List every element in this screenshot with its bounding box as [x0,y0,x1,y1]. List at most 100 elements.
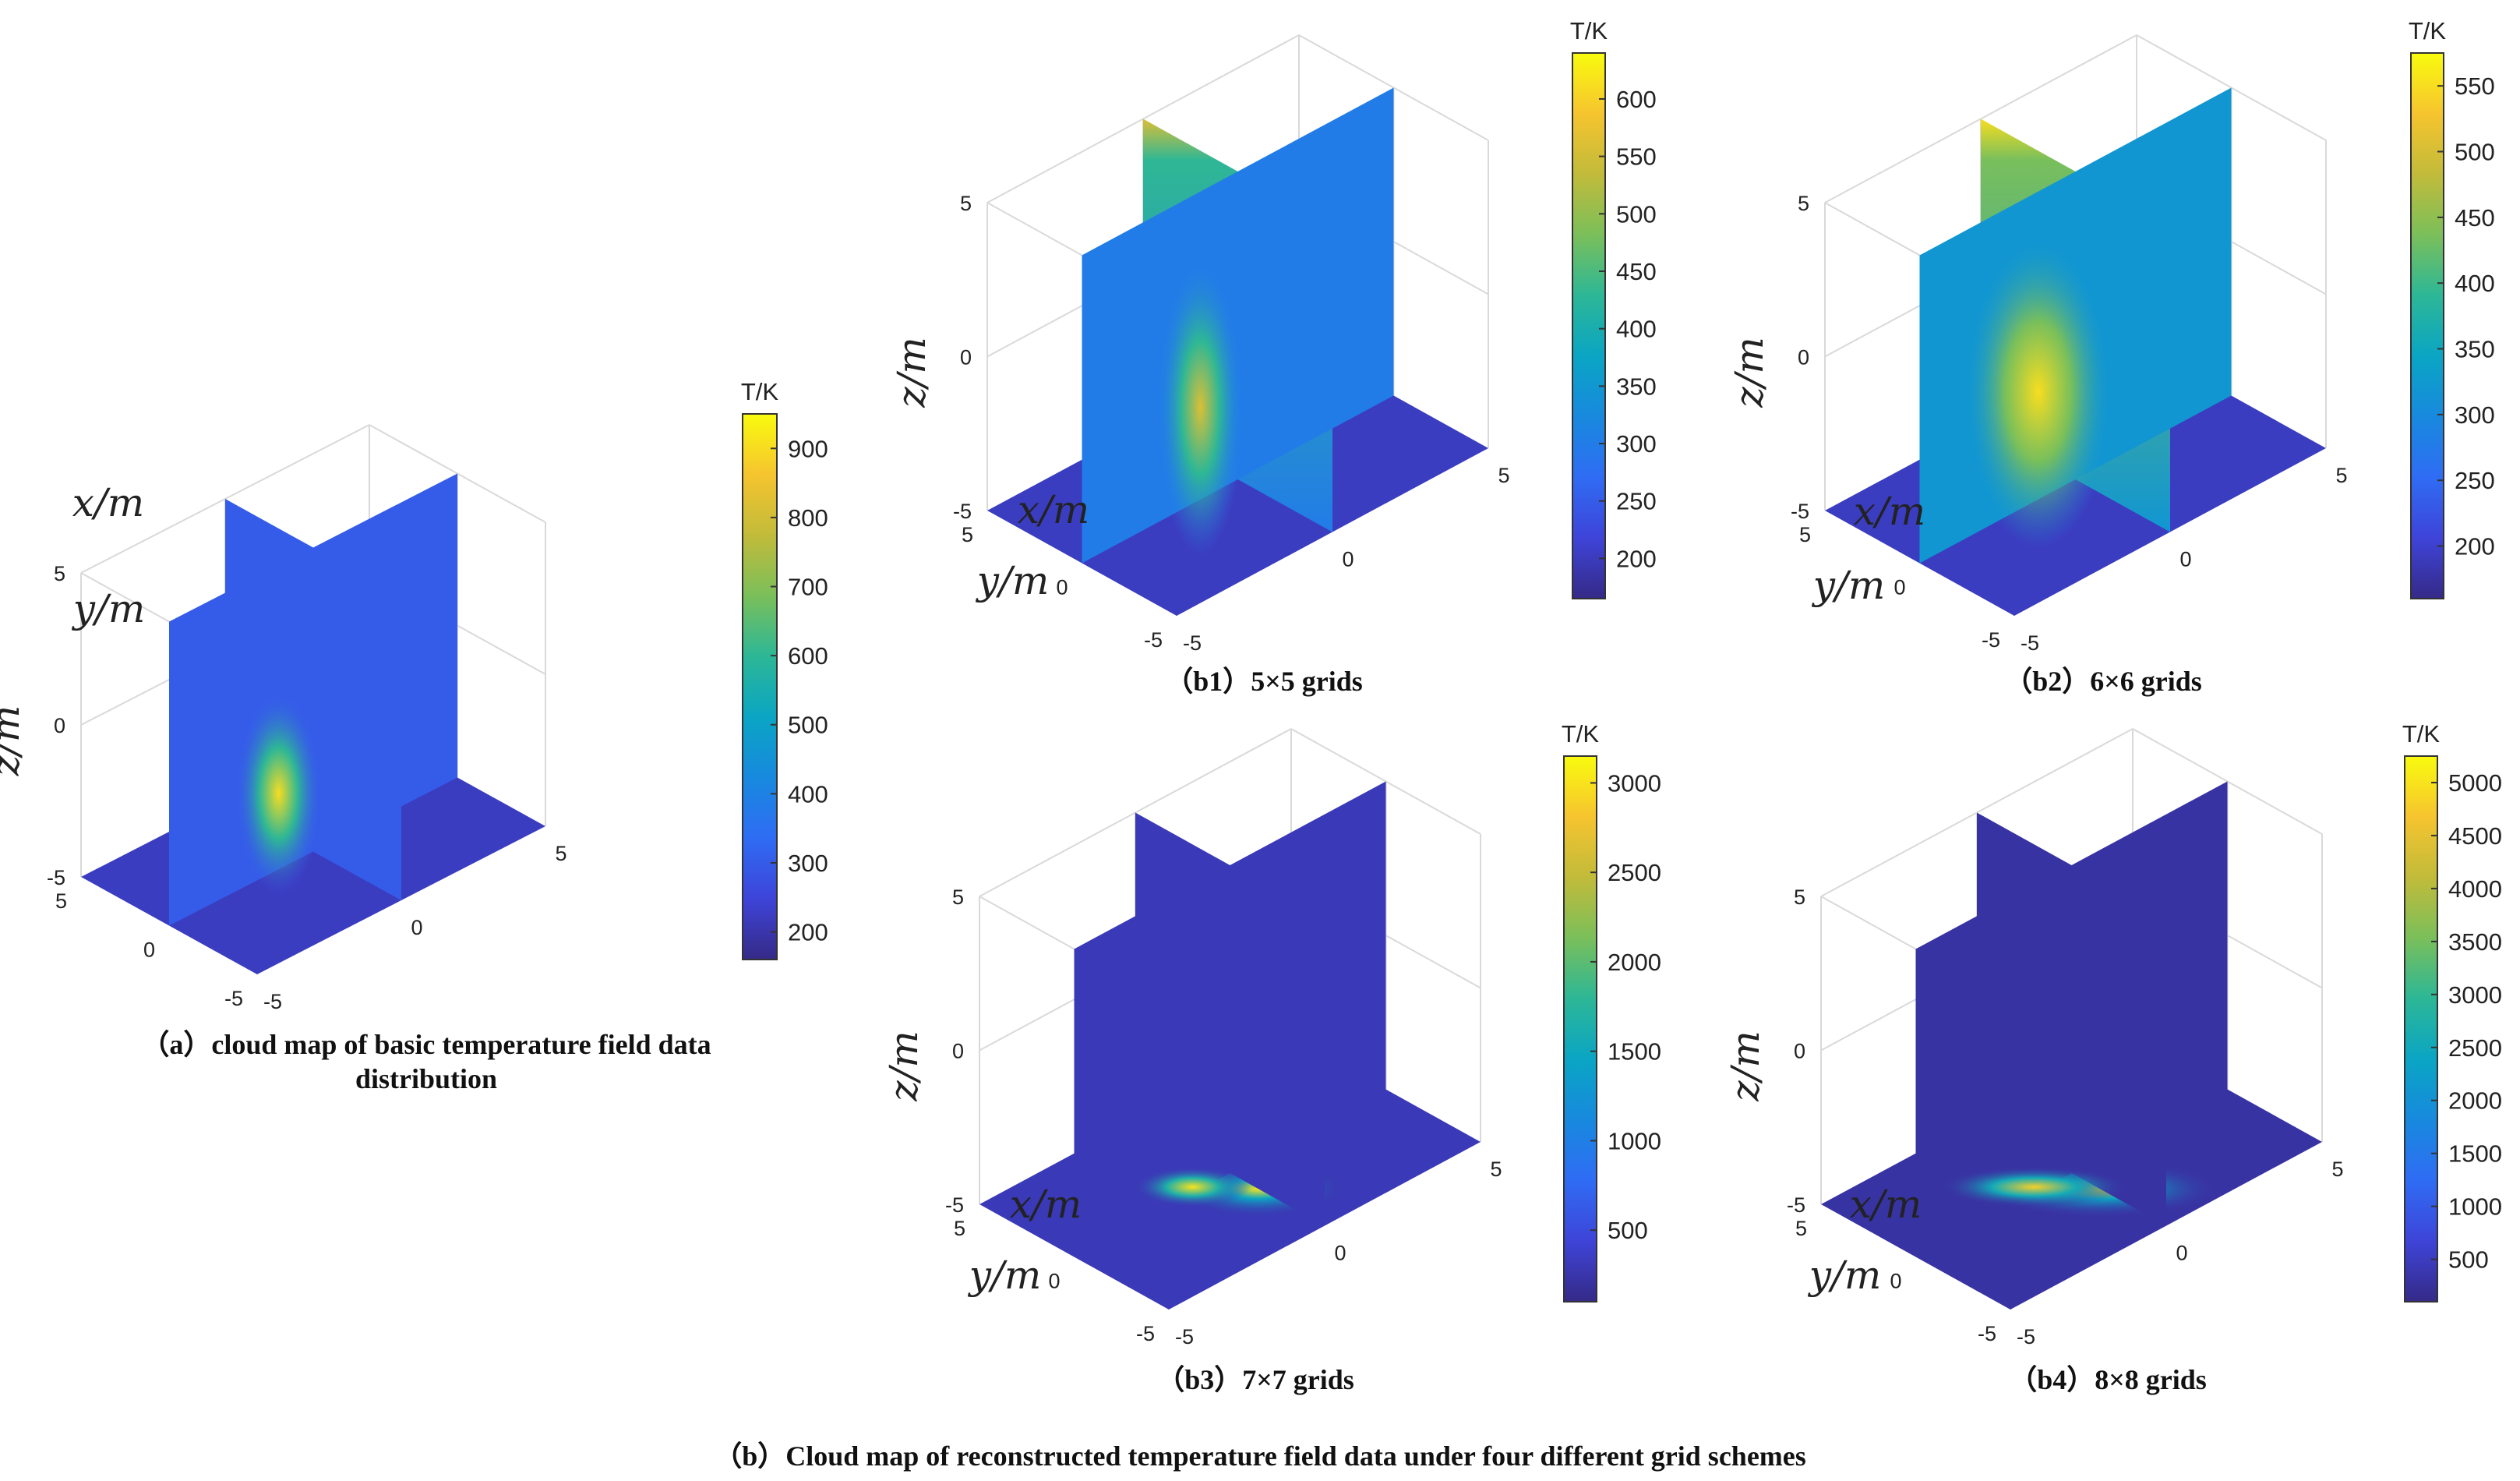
z-axis-label: z/m [1727,337,1772,408]
x-axis-label: x/m [72,480,144,525]
y-tick-label: -5 [1982,628,2000,652]
x-tick-label: 5 [1498,464,1509,487]
plume-b2 [1964,235,2112,548]
colorbar-unit-label: T/K [2409,17,2447,44]
y-tick-label: 5 [1795,1217,1807,1240]
y-axis-label: y/m [1812,563,1886,608]
colorbar-tick-label: 3500 [2448,928,2502,956]
x-tick-label: -5 [2021,631,2039,655]
y-tick-label: -5 [1136,1322,1155,1345]
z-tick-label: 5 [960,192,972,215]
x-tick-label: 5 [2335,464,2347,487]
colorbar-tick-label: 1000 [2448,1193,2502,1221]
colorbar-tick-label: 600 [788,642,828,670]
x-tick-label: -5 [1183,631,1202,655]
colorbar-unit-label: T/K [741,378,779,405]
colorbar-tick-label: 2000 [1608,949,1661,976]
y-tick-label: 0 [1894,576,1905,599]
colorbar-tick-label: 400 [1616,316,1657,343]
y-tick-label: 0 [1048,1270,1060,1293]
panel-caption-a: distribution [355,1063,497,1094]
plume-b1 [1157,259,1244,556]
x-tick-label: -5 [1175,1325,1194,1348]
y-tick-label: -5 [1978,1322,1996,1345]
colorbar-tick-label: 400 [788,780,828,808]
x-axis-label: x/m [1010,1182,1082,1227]
colorbar-tick-label: 200 [788,919,828,946]
colorbar-tick-label: 300 [788,850,828,877]
x-tick-label: 5 [1490,1158,1502,1181]
colorbar-tick-label: 800 [788,504,828,532]
colorbar-tick-label: 4000 [2448,875,2502,903]
z-tick-label: 0 [1798,346,1809,369]
colorbar-tick-label: 1500 [1608,1038,1661,1066]
colorbar-unit-label: T/K [2402,720,2441,748]
z-tick-label: 5 [1794,885,1805,909]
colorbar-tick-label: 700 [788,574,828,601]
plume-a [235,691,322,895]
x-tick-label: 0 [1334,1242,1346,1265]
panel-caption-a: （a）cloud map of basic temperature field … [141,1029,711,1060]
y-tick-label: -5 [1144,628,1163,652]
y-tick-label: 0 [1890,1270,1901,1293]
colorbar-tick-label: 1500 [2448,1140,2502,1168]
colorbar-tick-label: 250 [1616,488,1657,515]
colorbar-tick-label: 200 [2455,533,2495,560]
y-tick-label: -5 [224,987,243,1010]
colorbar-tick-label: 500 [2448,1246,2489,1274]
colorbar-tick-label: 2500 [1608,859,1661,886]
colorbar-tick-label: 500 [1616,200,1657,228]
colorbar-tick-label: 550 [2455,72,2495,100]
x-tick-label: 0 [2176,1242,2187,1265]
x-tick-label: -5 [2017,1325,2035,1348]
colorbar-tick-label: 400 [2455,270,2495,297]
colorbar-tick-label: 450 [1616,258,1657,285]
x-tick-label: 0 [411,916,422,939]
colorbar-tick-label: 500 [788,712,828,739]
y-axis-label: y/m [976,558,1050,603]
colorbar-b3 [1563,755,1597,1303]
z-tick-label: -5 [47,866,65,889]
panel-caption-b2: （b2）6×6 grids [2004,666,2202,697]
slice-y0-b3 [1074,781,1386,1257]
colorbar-tick-label: 300 [2455,401,2495,429]
colorbar-tick-label: 3000 [1608,769,1661,797]
colorbar-tick-label: 4500 [2448,822,2502,850]
colorbar-tick-label: 200 [1616,545,1657,572]
panel-caption-b3: （b3）7×7 grids [1156,1364,1354,1395]
figure-caption: （b）Cloud map of reconstructed temperatur… [714,1440,1806,1472]
x-tick-label: -5 [263,990,282,1013]
panel-b2: -505-505-505z/mx/my/mT/K2002503003504004… [1727,17,2495,697]
z-axis-label: z/m [881,1030,926,1102]
y-tick-label: 0 [143,938,155,962]
colorbar-tick-label: 5000 [2448,769,2502,797]
panel-caption-b4: （b4）8×8 grids [2009,1364,2207,1395]
z-axis-label: z/m [1723,1030,1768,1102]
colorbar-tick-label: 350 [1616,373,1657,400]
x-tick-label: 5 [2331,1158,2343,1181]
x-axis-label: x/m [1850,1182,1922,1227]
z-tick-label: 0 [54,714,65,737]
z-tick-label: -5 [1787,1193,1805,1217]
colorbar-tick-label: 300 [1616,430,1657,458]
colorbar-tick-label: 350 [2455,336,2495,363]
z-tick-label: 5 [54,562,65,585]
colorbar-tick-label: 3000 [2448,981,2502,1009]
colorbar-tick-label: 450 [2455,204,2495,232]
colorbar-tick-label: 500 [1608,1217,1648,1244]
colorbar-tick-label: 2500 [2448,1034,2502,1062]
x-axis-label: x/m [1854,489,1925,534]
colorbar-a [742,413,778,960]
z-tick-label: 5 [1798,192,1809,215]
colorbar-tick-label: 250 [2455,467,2495,494]
z-axis-label: z/m [889,337,934,408]
panel-b3: -505-505-505z/mx/my/mT/K5001000150020002… [881,720,1661,1395]
colorbar-tick-label: 550 [1616,143,1657,171]
z-tick-label: -5 [945,1193,964,1217]
y-axis-label: y/m [1808,1253,1882,1298]
panel-b1: -505-505-505z/mx/my/mT/K2002503003504004… [889,17,1657,697]
colorbar-b1 [1572,52,1606,599]
y-tick-label: 5 [55,889,67,913]
colorbar-unit-label: T/K [1570,17,1608,44]
